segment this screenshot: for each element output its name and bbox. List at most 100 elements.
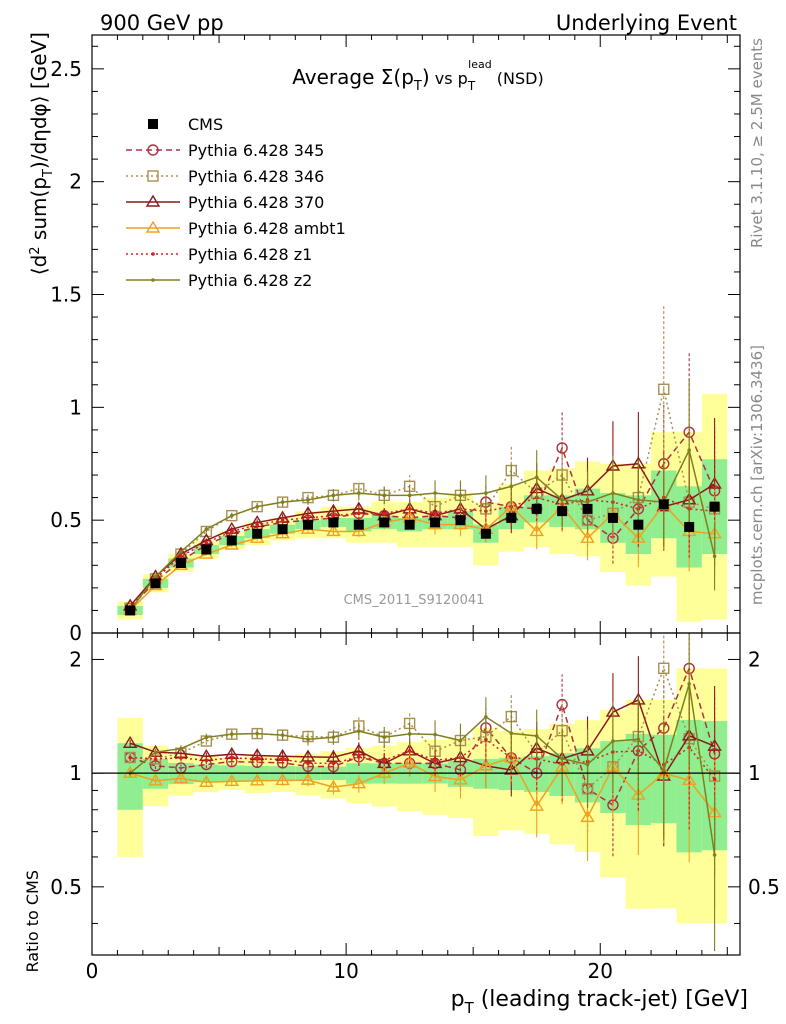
legend: CMS Pythia 6.428 345 Pythia 6.428 346 Pythi… [126,115,346,290]
x-tick-label: 20 [588,959,613,983]
mcplots-label: mcplots.cern.ch [arXiv:1306.3436] [748,345,766,605]
series-point [280,500,285,504]
cms-point [557,506,568,517]
ratio-point [148,773,163,786]
ratio-point [280,757,285,762]
y-tick-label: 1.5 [50,283,82,307]
series-point [200,525,213,538]
ratio-point [326,749,341,762]
ratio-point [484,737,488,742]
series-point [529,524,544,537]
ratio-point [300,772,316,785]
ratio-point [453,772,468,785]
series-point [255,504,259,509]
cms-point [125,605,136,616]
cms-point [379,517,390,528]
ratio-point [687,682,691,686]
cms-point [201,544,212,555]
ratio-point [611,739,615,743]
ratio-point [153,750,158,754]
ratio-point [326,779,341,792]
y-tick-label: 2.5 [50,57,82,81]
series-point [226,509,238,522]
x-tick-label: 10 [333,959,358,983]
ratio-point [636,737,641,742]
series-line [129,448,716,611]
cms-point [633,519,644,530]
legend-marker [147,144,159,156]
cms-point [582,503,593,514]
ratio-point [173,771,189,784]
cms-point [277,524,288,535]
legend-label: Pythia 6.428 370 [188,193,324,212]
series-line [129,389,715,609]
ratio-point [224,773,240,787]
series-point [458,493,463,498]
legend-entry: Pythia 6.428 ambt1 [126,219,346,238]
cms-point [404,519,415,530]
series-point [712,554,717,559]
cms-point [303,519,313,530]
ratio-point [580,810,595,823]
ratio-uncertainty-bands [117,668,728,924]
ratio-y-tick-label: 0.5 [50,875,82,899]
cms-point [226,535,237,546]
cms-point [709,501,720,512]
ratio-point [179,756,183,760]
series-point [153,574,158,579]
ratio-point [122,765,138,778]
ratio-point [306,737,310,742]
ratio-point [357,755,361,759]
y-tick-label: 0 [69,621,82,645]
legend-entry: Pythia 6.428 345 [126,141,324,160]
main-series-group [122,304,722,616]
legend-marker [145,220,161,233]
ratio-y-axis-label: Ratio to CMS [23,870,42,972]
series-point [204,527,209,531]
series-line [129,496,715,609]
cms-data [125,499,720,616]
ratio-point [275,773,290,786]
ratio-point [124,751,136,764]
series-point [611,491,615,495]
chart-title: Average Σ(pT) vs pTlead (NSD) [292,58,543,94]
header-right-label: Underlying Event [556,11,737,35]
ratio-y-tick-label-right: 2 [748,647,761,671]
legend-label: CMS [188,115,223,134]
series-point [658,383,670,395]
cms-point [531,503,542,514]
y-tick-label: 2 [69,170,82,194]
series-point [453,501,468,514]
cms-point [480,528,491,539]
ratio-point [433,732,437,737]
legend-entry: Pythia 6.428 370 [126,193,324,212]
legend-marker [151,278,155,282]
analysis-watermark: CMS_2011_S9120041 [344,593,485,608]
ratio-point [229,756,234,760]
cms-point [150,578,161,589]
series-point [179,549,183,554]
ratio-series-group [92,633,740,952]
series-point [382,511,387,516]
ratio-point [204,735,209,740]
series-point [484,509,488,513]
legend-entry: Pythia 6.428 z2 [126,271,312,290]
ratio-point [199,774,214,787]
legend-marker [145,194,161,207]
ratio-point [382,758,387,763]
ratio-point [534,734,539,738]
series-point [229,513,234,518]
cms-point [455,515,466,526]
series-point [407,507,412,511]
ratio-point [357,729,361,733]
x-tick-label: 0 [86,959,99,983]
ratio-point [280,733,285,737]
cms-point [353,519,364,530]
ratio-series-line [130,738,716,780]
ratio-point [478,758,494,771]
ratio-point [407,749,412,753]
cms-point [607,512,618,523]
legend-label: Pythia 6.428 z2 [188,271,312,290]
series-point [229,529,234,534]
